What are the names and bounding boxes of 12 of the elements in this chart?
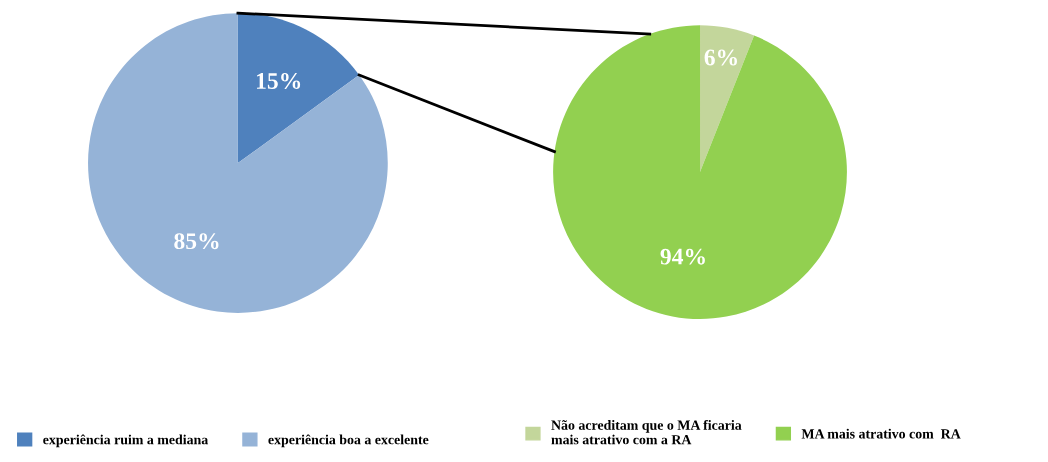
- data-label: 94%: [660, 248, 705, 265]
- data-label: 85%: [174, 233, 219, 250]
- pie-slice: [553, 25, 847, 320]
- legend-label: Não acreditam que o MA ficaria mais atrativo com a RA: [551, 419, 742, 445]
- data-label: 15%: [257, 72, 301, 89]
- data-label: 6%: [704, 49, 737, 66]
- pie-slice: [237, 13, 360, 164]
- legend-label: experiência boa a excelente: [268, 434, 429, 448]
- legend-label: MA mais atrativo com RA: [801, 428, 961, 439]
- pie-slice: [700, 25, 755, 173]
- legend-label: experiência ruim a mediana: [43, 434, 209, 448]
- pie-slice: [88, 13, 388, 313]
